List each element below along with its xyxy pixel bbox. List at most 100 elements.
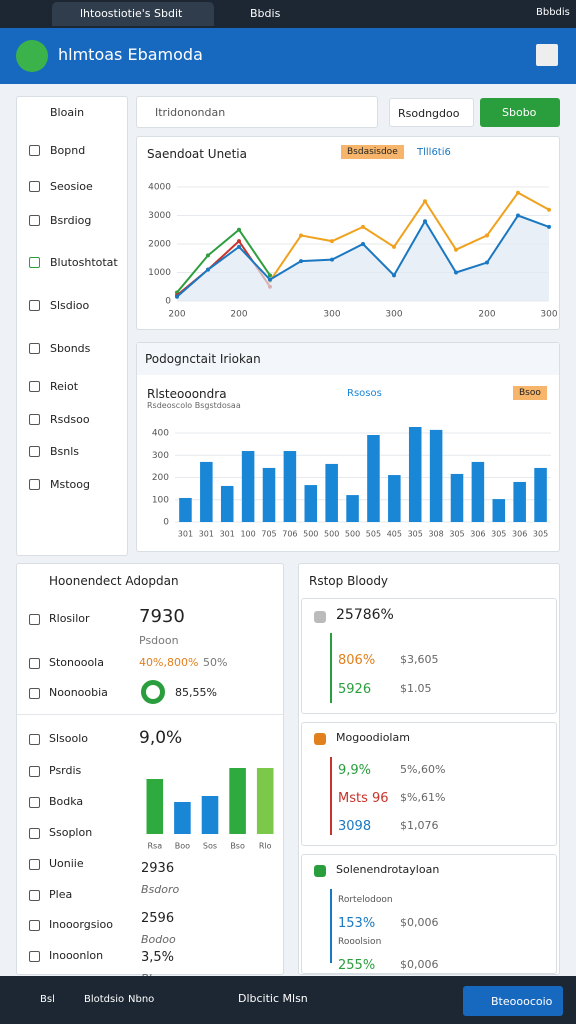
nav-item[interactable]: Bopnd (50, 144, 86, 157)
card-line: 806% (338, 653, 376, 668)
taskbar-app[interactable]: Blotdsio (84, 994, 125, 1005)
line-point (299, 233, 303, 238)
bar (174, 802, 191, 834)
action-button[interactable]: Sbobo (480, 98, 560, 127)
line-point (206, 267, 210, 272)
nav-item[interactable]: Blutoshtotat (50, 256, 118, 269)
button-label[interactable]: Bteooocoio (491, 995, 553, 1008)
row-value: 85,55% (175, 686, 217, 699)
item-icon (29, 734, 40, 745)
line-point (299, 259, 303, 264)
line-point (361, 224, 365, 229)
y-tick-label: 300 (152, 451, 169, 461)
profile[interactable]: Bbbdis (536, 7, 570, 18)
x-tick-label: 100 (240, 530, 255, 539)
accent-bar (330, 633, 332, 703)
dropdown-label[interactable]: Rsodngdoo (398, 107, 460, 120)
card-title: Solenendrotayloan (336, 863, 440, 876)
row-label: Stonooola (49, 656, 104, 669)
avatar[interactable] (536, 44, 558, 66)
bar (346, 495, 359, 522)
line-point (175, 294, 179, 299)
nav-item[interactable]: Seosioe (50, 180, 93, 193)
item-icon (29, 797, 40, 808)
x-tick-label: 500 (345, 530, 360, 539)
bar (229, 768, 246, 834)
nav-item[interactable]: Mstoog (50, 478, 90, 491)
tab-title[interactable]: Bbdis (250, 7, 281, 20)
line-point (516, 213, 520, 218)
line-card: Saendoat Unetia Bsdasisdoe Tlll6ti6 0 100… (136, 136, 560, 330)
list-value: 3,5% (141, 950, 175, 965)
nav-item[interactable]: Reiot (50, 380, 79, 393)
search-placeholder[interactable]: Itridonondan (155, 106, 226, 119)
nav-item[interactable]: Sbonds (50, 342, 91, 355)
bar-chart: 0 100 200 300 400 301 301 301 100 705 706 500 500 500… (152, 426, 551, 539)
taskbar-button[interactable]: Bteooocoio (463, 986, 563, 1016)
button-label[interactable]: Sbobo (502, 106, 537, 119)
x-tick-label: 200 (168, 310, 185, 320)
card-title: 25786% (336, 607, 394, 623)
x-tick-label: 305 (449, 530, 464, 539)
card-line: $0,006 (400, 916, 439, 929)
item-label: Plea (49, 888, 73, 901)
list-value: 2936 (141, 861, 175, 876)
x-tick-label: 301 (199, 530, 214, 539)
insight-card: Solenendrotayloan Rortelodoon 153% $0,006 Ro… (301, 854, 557, 974)
taskbar-app[interactable]: Nbno (128, 994, 155, 1005)
divider (17, 714, 283, 715)
tab-title[interactable]: lhtoostiotie's Sbdit (80, 7, 183, 20)
item-label: Slsoolo (49, 732, 89, 745)
line-point (330, 239, 334, 244)
list-note: Bsdoro (141, 883, 180, 896)
insights-panel: Rstop Bloody 25786% 806% $3,605 5926 $1.05 Mo… (298, 563, 560, 975)
card-line: $1,076 (400, 819, 439, 832)
nav-item[interactable]: Slsdioo (50, 299, 90, 312)
item-label: Psrdis (49, 764, 82, 777)
taskbar-search[interactable]: Dlbcitic Mlsn (238, 992, 308, 1005)
card-line: $1.05 (400, 682, 432, 695)
x-tick-label: 300 (385, 310, 402, 320)
card-line: $3,605 (400, 653, 439, 666)
line-point (392, 244, 396, 249)
x-tick-label: Rlo (259, 842, 272, 851)
x-tick-label: 706 (282, 530, 297, 539)
x-tick-label: Boo (175, 842, 190, 851)
bar (367, 435, 380, 522)
card-line: Rooolsion (338, 937, 382, 947)
nav-item[interactable]: Bsnls (50, 445, 80, 458)
dropdown[interactable]: Rsodngdoo (389, 98, 474, 127)
row-value: 40%,800% (139, 656, 199, 669)
card-line: 255% (338, 958, 376, 973)
y-tick-label: 100 (152, 495, 169, 505)
row-note: 50% (203, 656, 228, 669)
nav-item[interactable]: Bsrdiog (50, 214, 92, 227)
nav-icon (29, 479, 40, 490)
x-tick-label: 301 (178, 530, 193, 539)
app-title: hlmtoas Ebamoda (58, 45, 203, 64)
taskbar: Dlbcitic Mlsn Bteooocoio Bsl Blotdsio Nbno (0, 976, 576, 1024)
row-label: Noonoobia (49, 686, 108, 699)
accent-bar (330, 757, 332, 835)
row-note: Psdoon (139, 634, 179, 647)
card-line: Msts 96 (338, 791, 389, 806)
x-tick-label: 305 (491, 530, 506, 539)
y-tick-label: 0 (165, 297, 171, 307)
nav-icon (29, 414, 40, 425)
bar (513, 481, 526, 522)
line-series (176, 228, 271, 294)
line-point (423, 199, 427, 204)
card-icon (314, 733, 326, 745)
y-tick-label: 200 (152, 473, 169, 483)
x-tick-label: Bso (230, 842, 245, 851)
nav-item[interactable]: Rsdsoo (50, 413, 90, 426)
chart-title: Saendoat Unetia (147, 147, 247, 161)
taskbar-app[interactable]: Bsl (40, 994, 55, 1005)
x-tick-label: 200 (478, 310, 495, 320)
item-icon (29, 951, 40, 962)
bar (388, 475, 401, 522)
chart-title: Rlsteooondra (147, 387, 227, 401)
chart-subtitle: Rsdeoscolo Bsgstdosaa (147, 401, 241, 410)
search-box[interactable]: Itridonondan (136, 96, 378, 128)
tab[interactable] (52, 2, 214, 26)
